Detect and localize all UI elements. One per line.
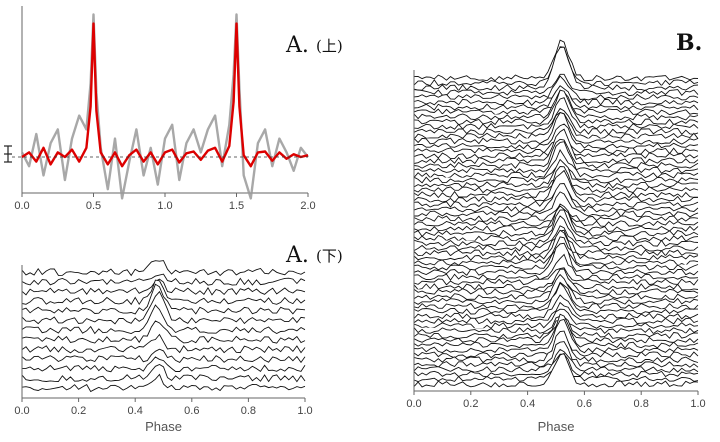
panel-b-trace [413, 169, 698, 203]
panel-a-bottom-x-tick-label: 0.6 [184, 405, 199, 417]
panel-a-bottom-axes: 0.0 0.2 0.4 0.6 0.8 1.0 Phase [14, 260, 313, 434]
panel-b-x-tick-label: 0.8 [634, 398, 649, 410]
panel-b-trace [413, 242, 699, 276]
panel-b-x-tick-label: 0.6 [577, 398, 592, 410]
panel-b-trace [413, 46, 699, 92]
panel-b-trace [413, 294, 699, 320]
panel-a-bottom-trace [21, 348, 306, 364]
panel-b-x-tick-label: 0.0 [406, 398, 421, 410]
panel-b-label: B. [676, 30, 702, 56]
panel-a-top-x-tick-label: 2.0 [300, 200, 315, 212]
panel-a-bottom-trace [21, 363, 306, 383]
panel-b-x-tick-label: 0.2 [463, 398, 478, 410]
panel-b-trace [413, 273, 699, 305]
panel-a-top-x-tick-label: 0.5 [86, 200, 101, 212]
panel-a-top-sub: (上) [316, 37, 343, 55]
panel-a-bottom-trace [21, 333, 306, 354]
panel-b-trace [413, 97, 699, 130]
panel-b-trace [413, 352, 699, 388]
series-gray-line [20, 13, 309, 200]
panel-a-bottom-trace [21, 304, 306, 335]
panel-a-top-x-tick-label: 1.0 [157, 200, 172, 212]
panel-b-x-tick-label: 1.0 [690, 398, 705, 410]
panel-a-bottom-trace [21, 273, 306, 286]
panel-a-bottom-x-tick-label: 0.0 [14, 405, 29, 417]
panel-b-trace [413, 75, 699, 101]
panel-b-axes: 0.0 0.2 0.4 0.6 0.8 1.0 Phase [406, 39, 706, 434]
panel-a-bottom-trace [21, 320, 306, 344]
panel-a-bottom-trace [21, 373, 306, 393]
series-red-line [21, 22, 309, 168]
panel-a-bottom-trace [21, 290, 306, 325]
panel-b-trace [413, 141, 699, 174]
panel-a-bottom-trace [21, 260, 306, 277]
panel-a-bottom-trace [21, 278, 306, 296]
panel-a-bottom-label: A. [285, 243, 309, 268]
panel-b-trace [413, 112, 699, 145]
panel-b-trace [413, 215, 699, 247]
panel-b-x-axis-label: Phase [538, 419, 575, 434]
panel-a-top-x-tick-label: 1.5 [229, 200, 244, 212]
panel-a-bottom-x-tick-label: 0.2 [71, 405, 86, 417]
panel-a-bottom-sub: (下) [316, 247, 343, 265]
panel-b-trace [413, 149, 699, 179]
panel-b-trace [413, 282, 698, 315]
panel-a-bottom-x-axis-label: Phase [145, 419, 182, 434]
panel-b-trace [413, 253, 699, 281]
panel-a-bottom-trace [22, 356, 306, 373]
error-bar-marker [4, 145, 12, 163]
panel-a-top-axes: 0.0 0.5 1.0 1.5 2.0 [12, 6, 316, 212]
panel-a-bottom-x-tick-label: 0.4 [128, 405, 143, 417]
panel-a-bottom-x-tick-label: 0.8 [241, 405, 256, 417]
panel-a-bottom-trace [21, 279, 306, 306]
panel-a-top-x-tick-label: 0.0 [14, 200, 29, 212]
panel-b-x-tick-label: 0.4 [520, 398, 535, 410]
panel-a-bottom-x-tick-label: 1.0 [297, 405, 312, 417]
panel-a-top-label: A. [285, 33, 309, 58]
panel-b-trace [414, 191, 699, 218]
